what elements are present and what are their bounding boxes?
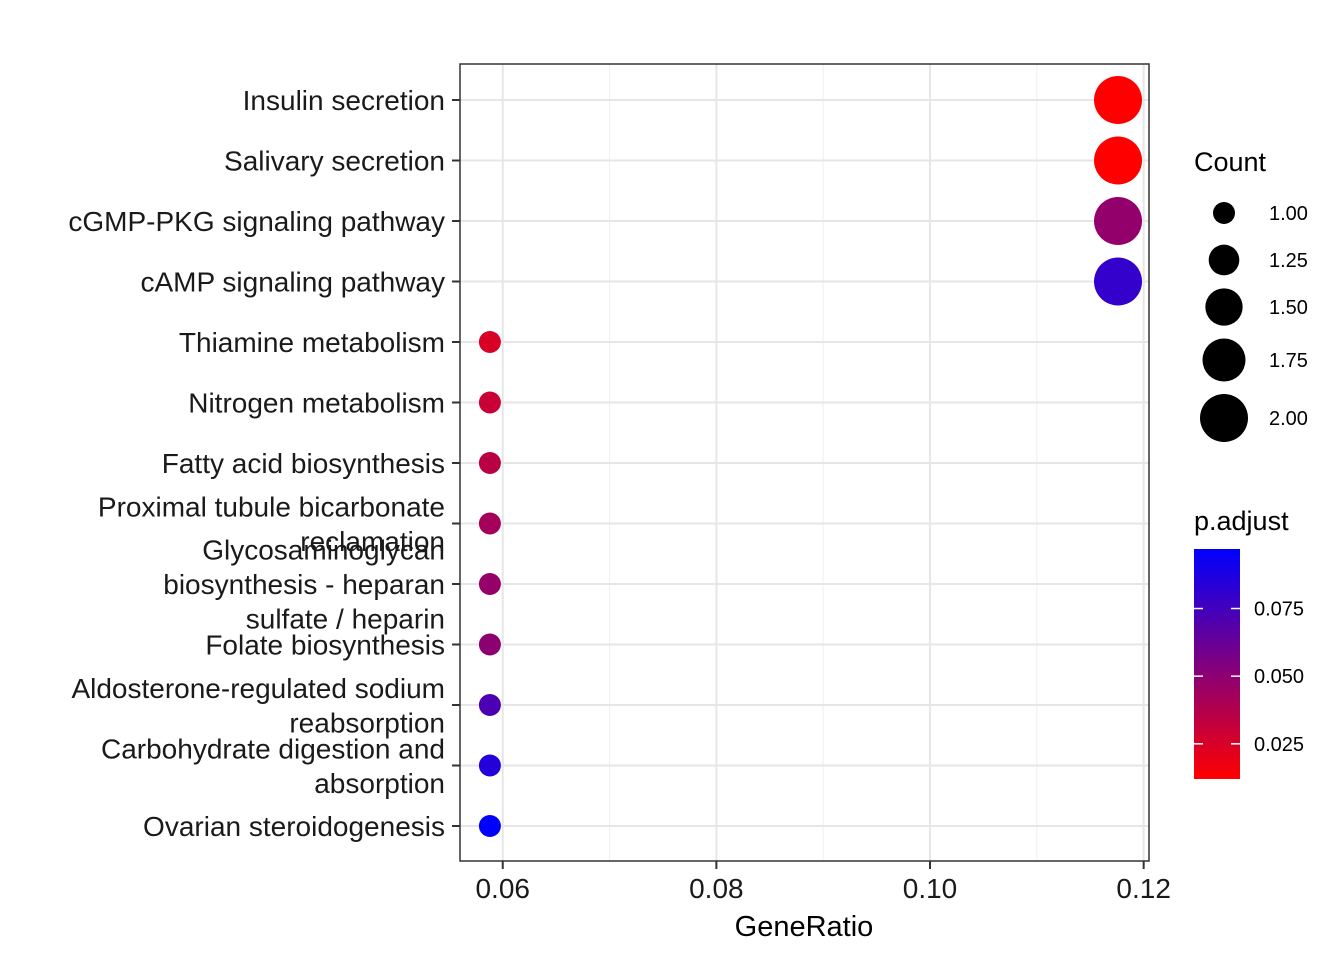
data-point (1094, 257, 1143, 306)
count-legend-label: 1.50 (1269, 297, 1308, 319)
data-point (478, 633, 501, 656)
y-tick-label: biosynthesis - heparan (163, 569, 445, 600)
data-point (1094, 136, 1143, 185)
data-point (478, 331, 501, 353)
y-tick-label: reclamation (300, 526, 445, 557)
count-legend-label: 2.00 (1269, 408, 1308, 430)
y-tick-label: Folate biosynthesis (205, 630, 445, 661)
y-tick-label: Thiamine metabolism (179, 327, 445, 358)
y-tick-label: Nitrogen metabolism (188, 388, 445, 419)
y-tick-label: reabsorption (289, 707, 445, 738)
y-tick-label: cAMP signaling pathway (140, 267, 445, 298)
y-tick-label: Aldosterone-regulated sodium (71, 673, 445, 704)
data-points (478, 76, 1143, 837)
p-adjust-legend: p.adjust 0.025 0.050 0.075 (1194, 506, 1304, 779)
data-point (1094, 197, 1143, 245)
data-point (478, 452, 501, 474)
p-adjust-colorbar (1194, 549, 1240, 779)
data-point (478, 573, 501, 595)
colorbar-tick-label: 0.025 (1254, 734, 1304, 756)
x-tick-label: 0.08 (689, 873, 744, 904)
colorbar-tick-label: 0.075 (1254, 599, 1304, 621)
p-adjust-colorbar-ticks: 0.025 0.050 0.075 (1194, 599, 1304, 756)
count-legend-label: 1.75 (1269, 350, 1308, 372)
count-legend: Count 1.00 1.25 1.50 1.75 2.00 (1194, 147, 1308, 442)
count-legend-key (1200, 394, 1248, 442)
data-point (478, 391, 501, 414)
count-legend-label: 1.00 (1269, 203, 1308, 225)
data-point (1094, 76, 1143, 124)
y-tick-label: Salivary secretion (224, 146, 445, 177)
count-legend-title: Count (1194, 147, 1267, 177)
x-tick-label: 0.10 (903, 873, 958, 904)
y-tick-label: sulfate / heparin (246, 604, 445, 635)
y-tick-label: Ovarian steroidogenesis (143, 811, 445, 842)
y-tick-label: cGMP-PKG signaling pathway (68, 206, 445, 237)
count-legend-label: 1.25 (1269, 250, 1308, 272)
x-axis-title: GeneRatio (735, 911, 874, 943)
x-tick-label: 0.06 (475, 873, 530, 904)
x-tick-label: 0.12 (1116, 873, 1171, 904)
y-tick-label: Fatty acid biosynthesis (162, 448, 445, 479)
count-legend-key (1202, 338, 1246, 382)
y-tick-label: Insulin secretion (243, 85, 445, 116)
data-point (478, 694, 501, 716)
data-point (478, 815, 501, 837)
colorbar-tick-label: 0.050 (1254, 666, 1304, 688)
data-point (478, 754, 501, 777)
p-adjust-legend-title: p.adjust (1194, 506, 1289, 536)
count-legend-keys: 1.00 1.25 1.50 1.75 2.00 (1200, 202, 1308, 442)
count-legend-key (1208, 244, 1240, 276)
y-tick-label: Carbohydrate digestion and (101, 733, 445, 764)
grid-lines (460, 64, 1149, 861)
data-point (478, 512, 501, 535)
y-tick-label: Proximal tubule bicarbonate (98, 491, 445, 522)
y-axis: Insulin secretion Salivary secretion cGMP-… (68, 85, 460, 842)
x-axis: 0.06 0.08 0.10 0.12 (475, 861, 1171, 904)
y-tick-label: absorption (314, 768, 445, 799)
count-legend-key (1213, 202, 1235, 224)
y-tick-label: Glycosaminoglycan (202, 535, 445, 566)
count-legend-key (1205, 288, 1243, 326)
